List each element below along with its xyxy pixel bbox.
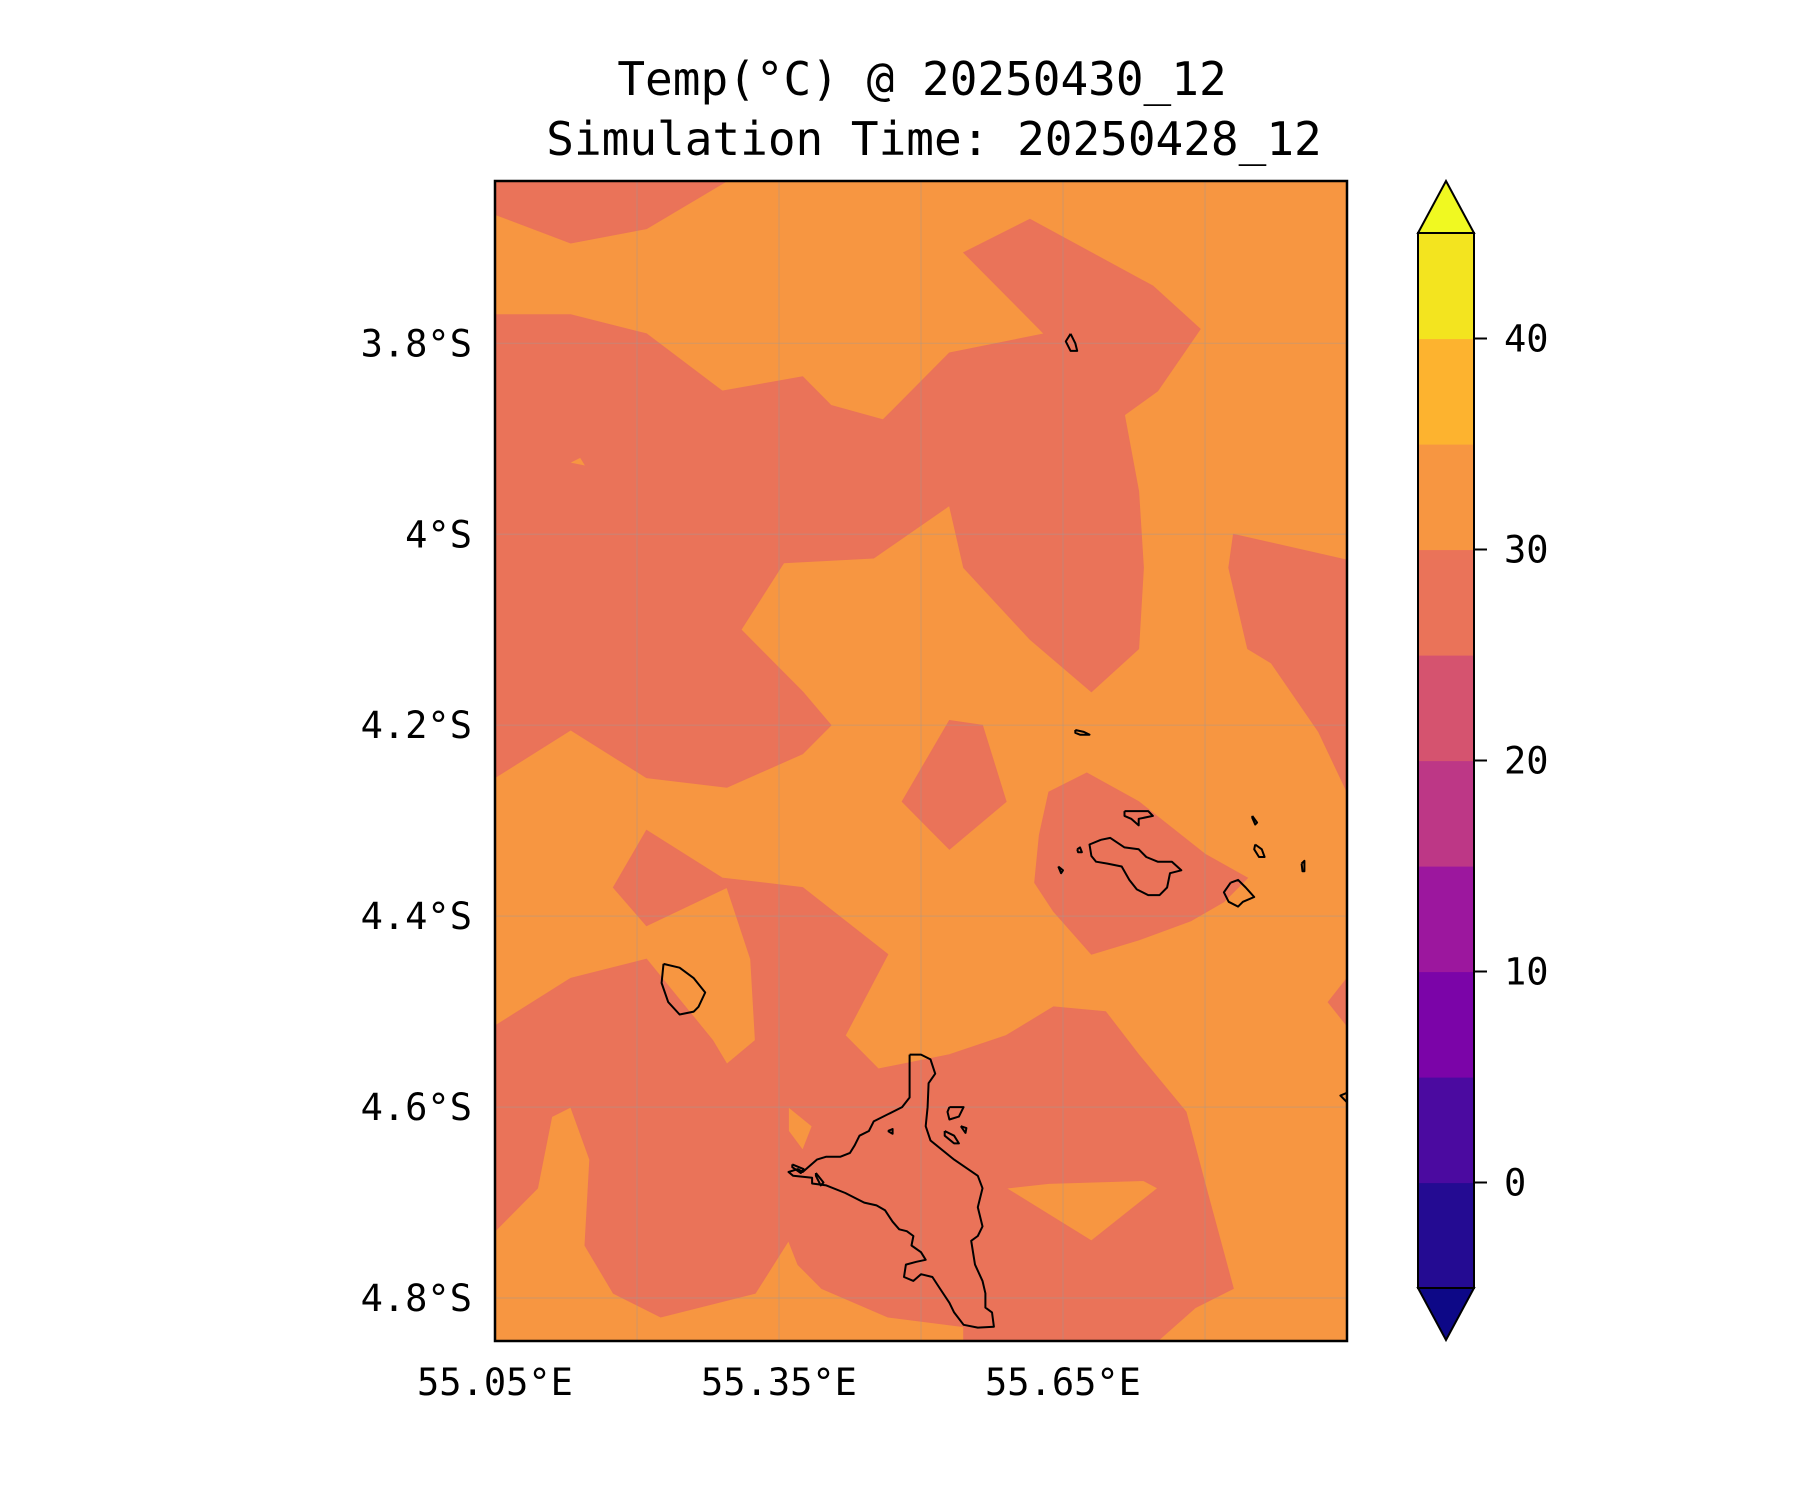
coastline xyxy=(959,1125,968,1134)
colorbar-segment xyxy=(1418,971,1474,1078)
temperature-band-25-30 xyxy=(495,181,1347,1341)
colorbar-tick-label: 10 xyxy=(1504,951,1549,994)
coastline xyxy=(787,1053,995,1329)
y-axis-ticks: 3.8°S 4°S 4.2°S 4.4°S 4.6°S 4.8°S xyxy=(361,322,472,1320)
x-tick-label: 55.35°E xyxy=(701,1361,857,1404)
coastline xyxy=(1222,878,1256,908)
colorbar-segment xyxy=(1418,233,1474,340)
coastline xyxy=(1123,810,1154,827)
colorbar-segment xyxy=(1418,1077,1474,1184)
y-tick-label: 3.8°S xyxy=(361,322,472,365)
coastline xyxy=(660,962,707,1016)
coastline xyxy=(1300,859,1306,873)
temperature-speck-30-35 xyxy=(570,457,585,466)
x-tick-label: 55.05°E xyxy=(417,1361,573,1404)
colorbar-segment xyxy=(1418,444,1474,551)
coastline xyxy=(1253,843,1266,858)
colorbar-tick-label: 0 xyxy=(1504,1162,1526,1205)
chart-title: Temp(°C) @ 20250430_12 xyxy=(617,52,1226,106)
colorbar-extend-min xyxy=(1416,1287,1476,1343)
colorbar-segment xyxy=(1418,866,1474,973)
colorbar: 0 10 20 30 40 xyxy=(1416,178,1549,1343)
colorbar-segment xyxy=(1418,338,1474,445)
x-tick-label: 55.65°E xyxy=(985,1361,1141,1404)
coastline xyxy=(1076,846,1083,854)
coastline xyxy=(791,1163,805,1174)
colorbar-segment xyxy=(1418,1182,1474,1289)
colorbar-tick-label: 40 xyxy=(1504,318,1549,361)
coastline xyxy=(1057,865,1064,875)
chart-subtitle: Simulation Time: 20250428_12 xyxy=(546,112,1321,166)
colorbar-segment xyxy=(1418,655,1474,762)
colorbar-tick-label: 30 xyxy=(1504,529,1549,572)
colorbar-segment xyxy=(1418,549,1474,656)
x-axis-ticks: 55.05°E 55.35°E 55.65°E xyxy=(417,1361,1141,1404)
y-tick-label: 4°S xyxy=(405,513,472,556)
coastline xyxy=(814,1172,825,1187)
coastline xyxy=(946,1106,965,1121)
coastline xyxy=(1074,729,1091,736)
coastline xyxy=(887,1128,894,1135)
coastline xyxy=(1064,333,1079,352)
coastline xyxy=(943,1130,960,1145)
coastline xyxy=(1088,836,1183,897)
colorbar-extend-max xyxy=(1416,178,1476,234)
y-tick-label: 4.2°S xyxy=(361,704,472,747)
coastline xyxy=(1339,1091,1347,1104)
y-tick-label: 4.6°S xyxy=(361,1086,472,1129)
map-plot-area xyxy=(495,181,1347,1341)
colorbar-segment xyxy=(1418,760,1474,867)
coastline xyxy=(1251,815,1259,826)
y-tick-label: 4.8°S xyxy=(361,1277,472,1320)
y-tick-label: 4.4°S xyxy=(361,895,472,938)
map-frame xyxy=(493,179,1349,1343)
colorbar-tick-label: 20 xyxy=(1504,740,1549,783)
